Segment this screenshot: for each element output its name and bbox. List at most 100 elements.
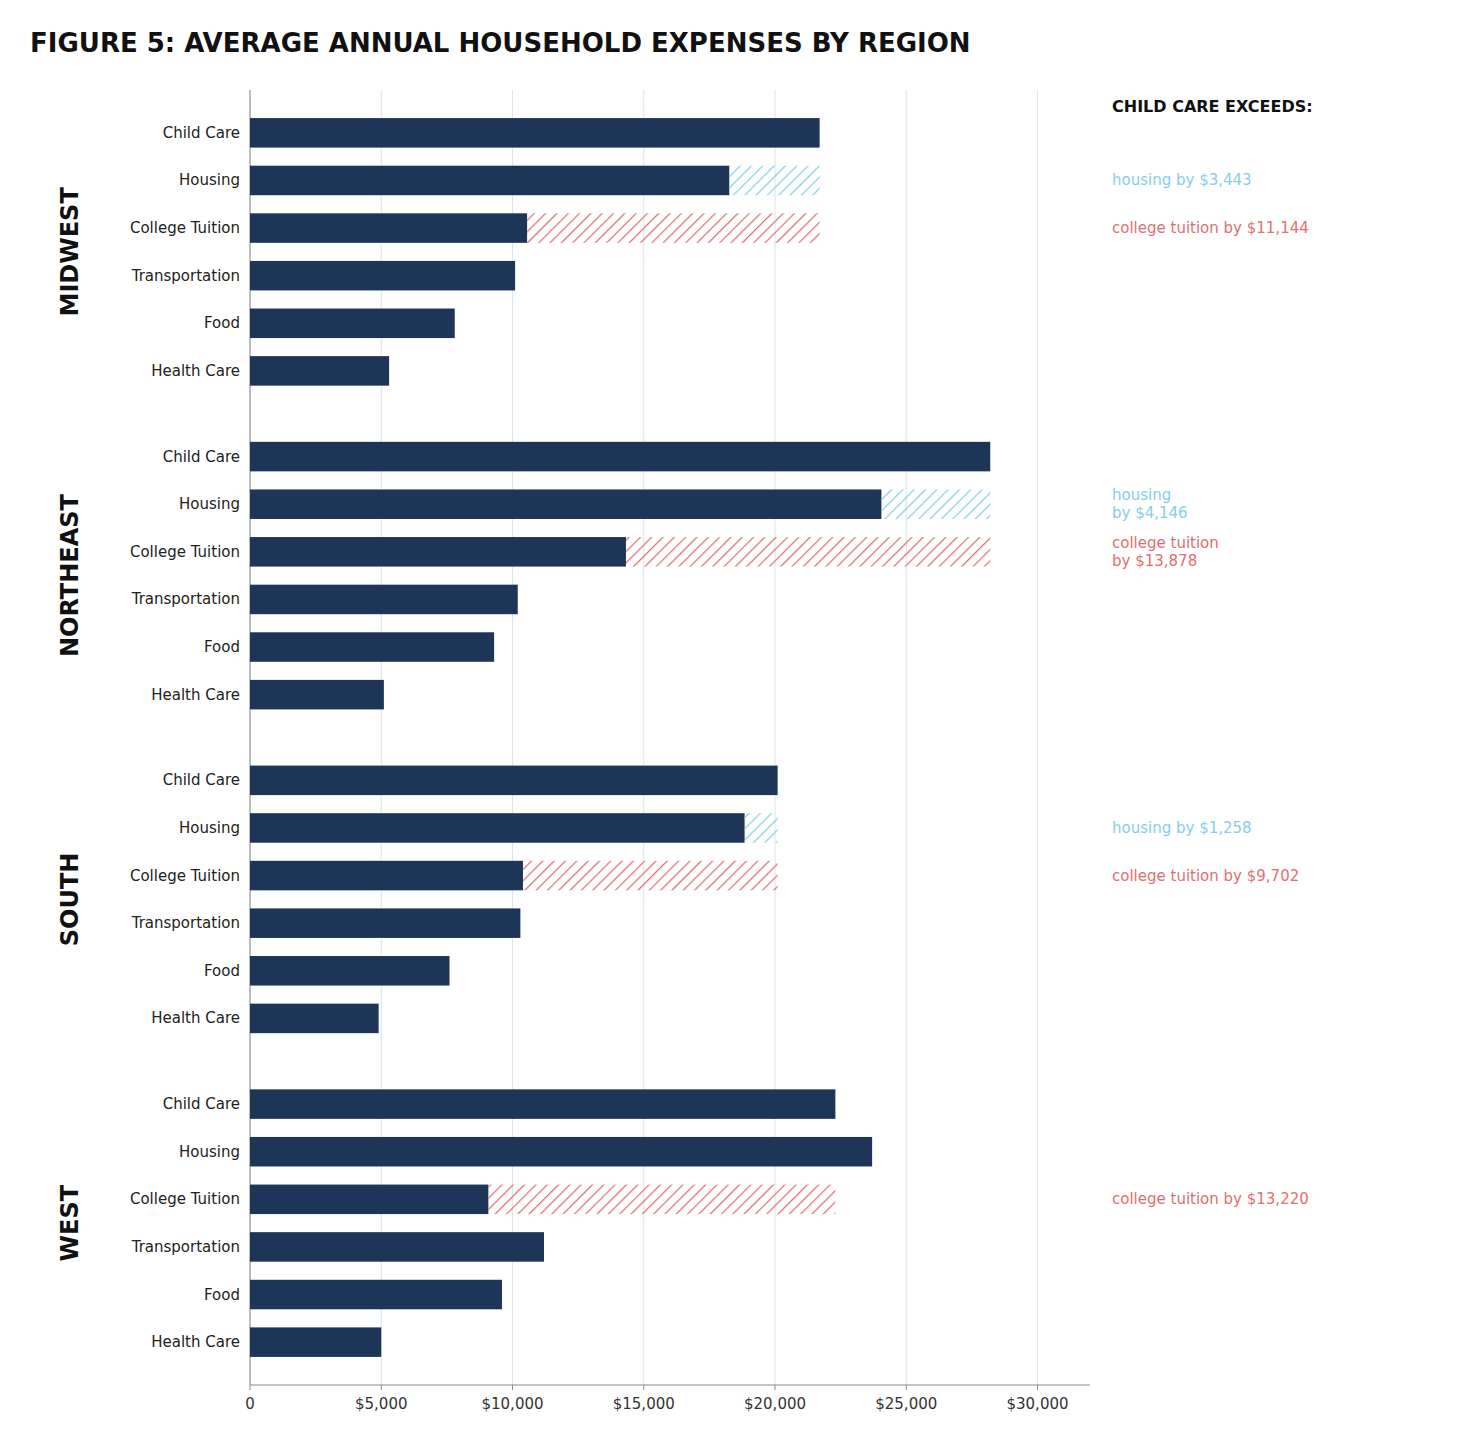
category-label: Transportation — [131, 914, 240, 932]
excess-hatch — [729, 166, 819, 196]
category-label: Food — [204, 1286, 240, 1304]
category-label: Transportation — [131, 590, 240, 608]
annotation: college tuition by $13,220 — [1112, 1190, 1309, 1208]
category-label: Housing — [179, 819, 240, 837]
annotation-line: housing by $1,258 — [1112, 819, 1252, 837]
annotation-header: CHILD CARE EXCEEDS: — [1112, 97, 1313, 116]
annotation: housing by $3,443 — [1112, 171, 1252, 189]
bar — [250, 489, 881, 519]
annotation-line: by $4,146 — [1112, 504, 1188, 522]
category-label: College Tuition — [130, 867, 240, 885]
category-label: Child Care — [163, 124, 240, 142]
category-labels: Child Care Housing College Tuition Transpor… — [130, 124, 240, 1351]
bar — [250, 309, 455, 339]
grid-line — [1037, 90, 1038, 1385]
category-label: Health Care — [151, 1009, 240, 1027]
category-label: Housing — [179, 495, 240, 513]
excess-hatch — [527, 213, 820, 243]
category-label: Health Care — [151, 1333, 240, 1351]
annotation: housing by $1,258 — [1112, 819, 1252, 837]
x-tick-label: $30,000 — [1006, 1395, 1068, 1413]
annotation-line: college tuition — [1112, 534, 1219, 552]
annotation: housingby $4,146 — [1112, 486, 1188, 522]
x-tick — [512, 1385, 513, 1390]
bar — [250, 632, 494, 662]
category-label: College Tuition — [130, 219, 240, 237]
region-label: WEST — [56, 1184, 84, 1261]
excess-hatch — [745, 813, 778, 843]
bar — [250, 1327, 381, 1357]
region-label: NORTHEAST — [56, 494, 84, 658]
bar — [250, 585, 518, 615]
annotation-line: college tuition by $13,220 — [1112, 1190, 1309, 1208]
category-label: College Tuition — [130, 1190, 240, 1208]
category-label: College Tuition — [130, 543, 240, 561]
bar — [250, 261, 515, 291]
annotation-line: housing by $3,443 — [1112, 171, 1252, 189]
bar — [250, 813, 745, 843]
category-label: Child Care — [163, 1095, 240, 1113]
x-tick-label: $5,000 — [355, 1395, 408, 1413]
bar — [250, 442, 990, 472]
bar — [250, 908, 520, 938]
title: FIGURE 5: AVERAGE ANNUAL HOUSEHOLD EXPEN… — [30, 28, 971, 58]
region-labels: MIDWEST NORTHEAST SOUTH WEST — [56, 187, 84, 1262]
bar — [250, 1089, 835, 1119]
bar — [250, 537, 626, 567]
x-tick-label: $25,000 — [875, 1395, 937, 1413]
excess-hatch — [523, 861, 778, 891]
x-tick-label: $15,000 — [613, 1395, 675, 1413]
x-tick — [250, 1385, 251, 1390]
category-label: Housing — [179, 1143, 240, 1161]
bars — [250, 118, 990, 1357]
bar — [250, 1280, 502, 1310]
bar — [250, 118, 820, 148]
x-tick — [1037, 1385, 1038, 1390]
category-label: Health Care — [151, 362, 240, 380]
grid — [250, 90, 1038, 1385]
region-label: SOUTH — [56, 853, 84, 947]
x-tick-label: $10,000 — [481, 1395, 543, 1413]
category-label: Food — [204, 314, 240, 332]
annotation: college tuition by $9,702 — [1112, 867, 1299, 885]
excess-hatch — [881, 489, 990, 519]
annotation-line: housing — [1112, 486, 1171, 504]
x-tick-label: 0 — [245, 1395, 255, 1413]
x-tick — [775, 1385, 776, 1390]
annotation-line: college tuition by $11,144 — [1112, 219, 1309, 237]
bar — [250, 166, 729, 196]
category-label: Transportation — [131, 267, 240, 285]
x-axis-line — [250, 1385, 1090, 1386]
bar — [250, 1185, 488, 1215]
excess-hatch — [488, 1185, 835, 1215]
annotation: college tuitionby $13,878 — [1112, 534, 1219, 570]
bar — [250, 766, 778, 796]
bar — [250, 861, 523, 891]
bar — [250, 356, 389, 386]
region-label: MIDWEST — [56, 187, 84, 317]
annotation-line: by $13,878 — [1112, 552, 1197, 570]
bar — [250, 956, 450, 986]
excess-hatch — [626, 537, 990, 567]
bar — [250, 213, 527, 243]
category-label: Housing — [179, 171, 240, 189]
category-label: Child Care — [163, 448, 240, 466]
x-tick — [381, 1385, 382, 1390]
x-tick — [906, 1385, 907, 1390]
bar — [250, 1004, 379, 1034]
annotation: college tuition by $11,144 — [1112, 219, 1309, 237]
x-tick-labels: 0$5,000$10,000$15,000$20,000$25,000$30,0… — [245, 1385, 1068, 1413]
category-label: Food — [204, 638, 240, 656]
bar — [250, 1137, 872, 1167]
category-label: Transportation — [131, 1238, 240, 1256]
bar — [250, 1232, 544, 1262]
x-tick — [643, 1385, 644, 1390]
grid-line — [906, 90, 907, 1385]
annotation-line: college tuition by $9,702 — [1112, 867, 1299, 885]
annotations: CHILD CARE EXCEEDS: housing by $3,443 coll… — [1112, 97, 1313, 1208]
chart: FIGURE 5: AVERAGE ANNUAL HOUSEHOLD EXPEN… — [0, 0, 1468, 1454]
category-label: Food — [204, 962, 240, 980]
category-label: Health Care — [151, 686, 240, 704]
category-label: Child Care — [163, 771, 240, 789]
bar — [250, 680, 384, 710]
